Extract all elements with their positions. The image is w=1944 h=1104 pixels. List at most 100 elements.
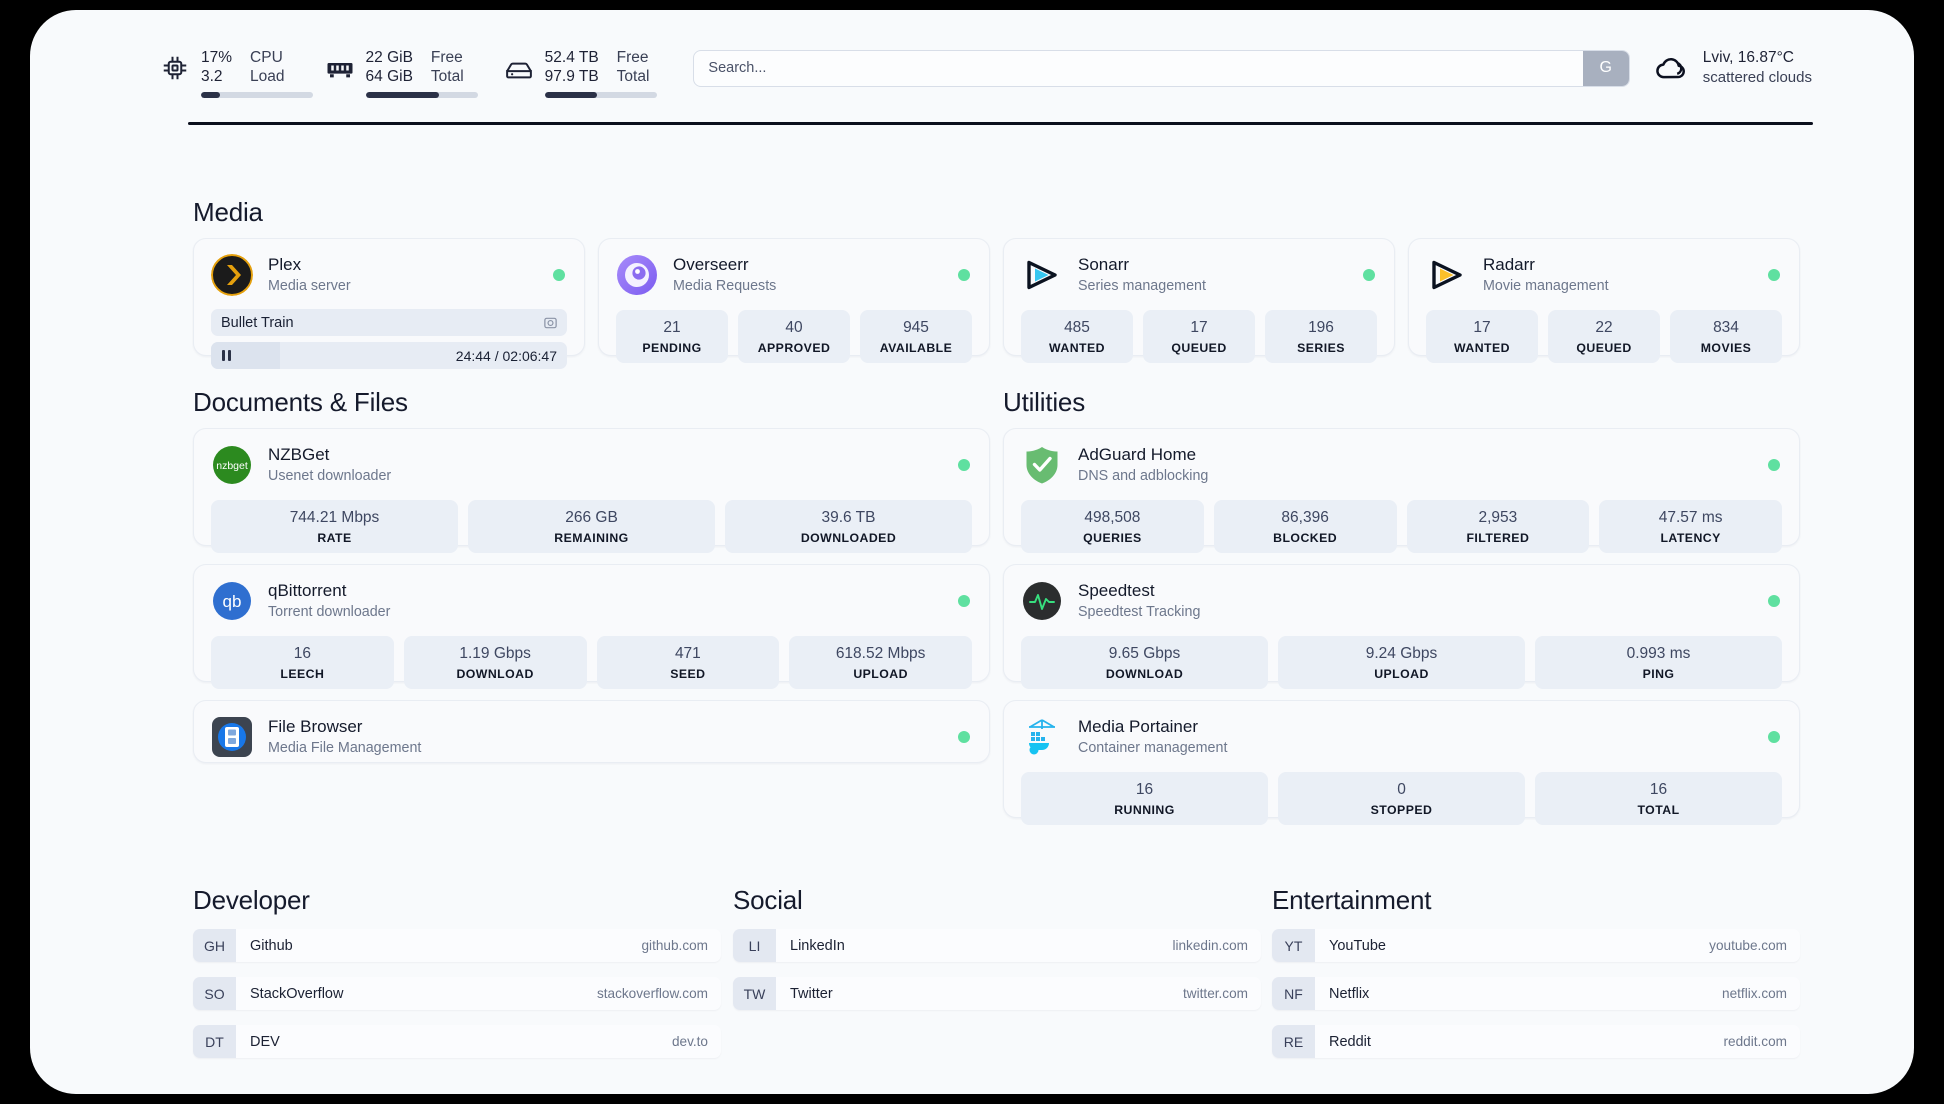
stat-label: FILTERED xyxy=(1466,530,1530,545)
bookmark-item-github[interactable]: GH Github github.com xyxy=(193,929,721,962)
bookmark-name: StackOverflow xyxy=(250,985,344,1002)
stat-value: 744.21 Mbps xyxy=(289,509,380,526)
service-card-qbittorrent[interactable]: qb qBittorrent Torrent downloader 16 LEE… xyxy=(193,564,990,689)
playback-progress-bar[interactable]: 24:44 / 02:06:47 xyxy=(211,342,567,369)
nzbget-logo-icon: nzbget xyxy=(211,444,253,486)
bookmark-item-dev[interactable]: DT DEV dev.to xyxy=(193,1025,721,1058)
search-area: G xyxy=(693,49,1630,87)
stat-tile: 17 WANTED xyxy=(1426,310,1538,363)
stat-value: 266 GB xyxy=(565,509,618,526)
stat-value: 834 xyxy=(1713,319,1739,336)
bookmark-item-stackoverflow[interactable]: SO StackOverflow stackoverflow.com xyxy=(193,977,721,1010)
cpu-icon xyxy=(160,53,190,83)
card-header: File Browser Media File Management xyxy=(211,716,972,758)
overseerr-logo-icon xyxy=(616,254,658,296)
search-input[interactable] xyxy=(694,50,1583,86)
stat-value: 0 xyxy=(1397,781,1406,798)
service-subtitle: Torrent downloader xyxy=(268,604,391,621)
svg-text:qb: qb xyxy=(223,592,242,611)
header-divider xyxy=(188,122,1813,125)
service-card-nzbget[interactable]: nzbget NZBGet Usenet downloader 744.21 M… xyxy=(193,428,990,553)
bookmark-name: Github xyxy=(250,937,293,954)
stat-value: 485 xyxy=(1064,319,1090,336)
stat-tile: 16 LEECH xyxy=(211,636,394,689)
cast-icon[interactable] xyxy=(543,315,558,330)
card-header: nzbget NZBGet Usenet downloader xyxy=(211,444,972,486)
weather-widget[interactable]: Lviv, 16.87°C scattered clouds xyxy=(1654,48,1812,89)
section-title-media: Media xyxy=(193,197,263,227)
service-stats: 744.21 Mbps RATE 266 GB REMAINING 39.6 T… xyxy=(211,500,972,553)
section-title-utilities: Utilities xyxy=(1003,387,1085,417)
cpu-load-value: 3.2 xyxy=(201,68,223,85)
bookmark-url: netflix.com xyxy=(1722,986,1787,1001)
cpu-label-1: CPU xyxy=(250,49,283,67)
stat-label: DOWNLOADED xyxy=(800,530,897,545)
qbittorrent-logo-icon: qb xyxy=(211,580,253,622)
service-card-overseerr[interactable]: Overseerr Media Requests 21 PENDING 40 A… xyxy=(598,238,990,363)
service-card-plex[interactable]: Plex Media server Bullet Train 24:44 / 0… xyxy=(193,238,585,369)
stat-tile: 16 TOTAL xyxy=(1535,772,1782,825)
top-bar: 17% 3.2 CPU Load xyxy=(160,34,1812,102)
stat-tile: 196 SERIES xyxy=(1265,310,1377,363)
bookmark-name: YouTube xyxy=(1329,937,1386,954)
dashboard-page: 17% 3.2 CPU Load xyxy=(30,10,1914,1094)
stat-value: 1.19 Gbps xyxy=(459,645,531,662)
stat-label: QUEUED xyxy=(1576,340,1632,355)
service-name: Plex xyxy=(268,255,302,275)
bookmark-tag: TW xyxy=(733,977,776,1010)
service-card-adguard[interactable]: AdGuard Home DNS and adblocking 498,508 … xyxy=(1003,428,1800,553)
stat-tile: 9.24 Gbps UPLOAD xyxy=(1278,636,1525,689)
disk-usage-bar xyxy=(544,92,657,98)
card-header: Radarr Movie management xyxy=(1426,254,1782,296)
stat-label: QUERIES xyxy=(1083,530,1142,545)
service-subtitle: DNS and adblocking xyxy=(1078,468,1209,485)
service-subtitle: Container management xyxy=(1078,740,1228,757)
service-subtitle: Media server xyxy=(268,278,351,295)
pause-icon[interactable] xyxy=(222,350,231,361)
stat-value: 471 xyxy=(674,645,701,662)
bookmark-item-twitter[interactable]: TW Twitter twitter.com xyxy=(733,977,1261,1010)
memory-usage-bar xyxy=(365,92,478,98)
card-header: Overseerr Media Requests xyxy=(616,254,972,296)
stat-value: 16 xyxy=(1649,781,1668,798)
bookmark-item-youtube[interactable]: YT YouTube youtube.com xyxy=(1272,929,1800,962)
service-card-radarr[interactable]: Radarr Movie management 17 WANTED 22 QUE… xyxy=(1408,238,1800,363)
service-stats: 9.65 Gbps DOWNLOAD 9.24 Gbps UPLOAD 0.99… xyxy=(1021,636,1782,689)
service-name: AdGuard Home xyxy=(1078,445,1197,465)
status-indicator-online xyxy=(1768,595,1780,607)
stat-value: 40 xyxy=(785,319,803,336)
stat-tile: 21 PENDING xyxy=(616,310,728,363)
status-indicator-online xyxy=(553,269,565,281)
service-card-speedtest[interactable]: Speedtest Speedtest Tracking 9.65 Gbps D… xyxy=(1003,564,1800,689)
stat-tile: 618.52 Mbps UPLOAD xyxy=(789,636,972,689)
service-card-filebrowser[interactable]: File Browser Media File Management xyxy=(193,700,990,763)
stat-tile: 0.993 ms PING xyxy=(1535,636,1782,689)
stat-value: 196 xyxy=(1308,319,1334,336)
svg-text:nzbget: nzbget xyxy=(216,460,248,472)
bookmark-url: dev.to xyxy=(671,1034,708,1049)
service-stats: 485 WANTED 17 QUEUED 196 SERIES xyxy=(1021,310,1377,363)
stat-tile: 47.57 ms LATENCY xyxy=(1599,500,1782,553)
bookmark-tag: LI xyxy=(733,929,776,962)
stat-tile: 485 WANTED xyxy=(1021,310,1133,363)
bookmark-item-reddit[interactable]: RE Reddit reddit.com xyxy=(1272,1025,1800,1058)
service-subtitle: Series management xyxy=(1078,278,1206,295)
stat-label: STOPPED xyxy=(1370,802,1433,817)
stat-value: 945 xyxy=(903,319,929,336)
stat-tile: 471 SEED xyxy=(596,636,780,689)
stat-value: 86,396 xyxy=(1281,509,1329,526)
stat-label: WANTED xyxy=(1049,340,1105,355)
bookmark-item-netflix[interactable]: NF Netflix netflix.com xyxy=(1272,977,1800,1010)
status-indicator-online xyxy=(958,595,970,607)
stat-value: 498,508 xyxy=(1084,509,1141,526)
stat-label: LATENCY xyxy=(1660,530,1721,545)
service-card-sonarr[interactable]: Sonarr Series management 485 WANTED 17 Q… xyxy=(1003,238,1395,363)
service-card-portainer[interactable]: Media Portainer Container management 16 … xyxy=(1003,700,1800,825)
card-header: qb qBittorrent Torrent downloader xyxy=(211,580,972,622)
search-submit-button[interactable]: G xyxy=(1582,50,1629,86)
bookmark-item-linkedin[interactable]: LI LinkedIn linkedin.com xyxy=(733,929,1261,962)
service-name: Speedtest xyxy=(1078,581,1155,601)
stat-label: SERIES xyxy=(1297,340,1345,355)
bookmark-name: DEV xyxy=(250,1033,280,1050)
stat-tile: 86,396 BLOCKED xyxy=(1213,500,1397,553)
